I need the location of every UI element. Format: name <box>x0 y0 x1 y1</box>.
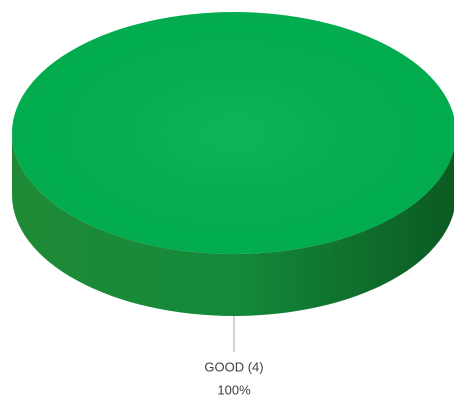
pie-side <box>12 133 454 316</box>
data-label: 100% <box>217 382 251 397</box>
pie-shade <box>12 12 454 254</box>
data-label: GOOD (4) <box>204 359 263 374</box>
